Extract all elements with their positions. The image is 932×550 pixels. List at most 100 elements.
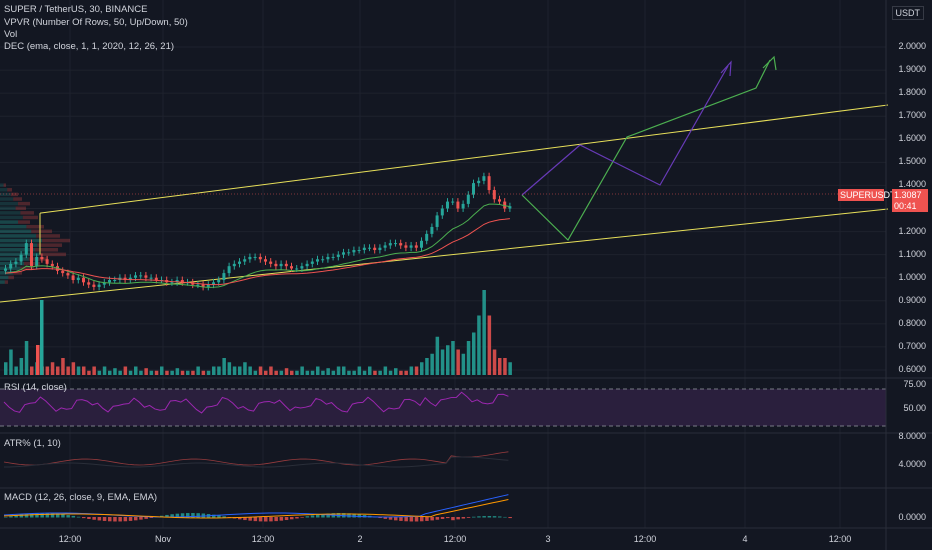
macd-histogram-bar <box>378 517 382 519</box>
candle-body <box>347 252 351 254</box>
macd-histogram-bar <box>97 517 102 521</box>
vpvr-bar-down <box>18 220 30 224</box>
macd-histogram-bar <box>149 517 154 518</box>
atr-tick-4: 4.0000 <box>898 459 926 469</box>
currency-label[interactable]: USDT <box>891 6 924 20</box>
volume-bar <box>102 366 107 375</box>
candle-body <box>50 263 54 267</box>
candle-body <box>456 201 460 209</box>
candle-body <box>82 277 85 283</box>
vpvr-bar-down <box>8 275 14 280</box>
volume-bar <box>50 362 55 375</box>
time-tick: 12:00 <box>251 534 275 544</box>
candle-body <box>102 282 106 285</box>
vpvr-bar-down <box>20 211 34 215</box>
volume-bar <box>383 366 388 375</box>
volume-bar <box>4 362 8 375</box>
volume-bar <box>508 362 512 375</box>
dec-legend[interactable]: DEC (ema, close, 1, 1, 2020, 12, 26, 21) <box>4 41 175 52</box>
macd-histogram-bar <box>300 517 304 518</box>
volume-bar <box>368 366 372 375</box>
volume-bar <box>40 300 44 375</box>
candle-body <box>378 247 382 251</box>
macd-histogram-bar <box>274 517 278 522</box>
volume-bar <box>394 368 398 375</box>
volume-bar <box>331 370 336 375</box>
candle-body <box>274 263 278 267</box>
candle-body <box>30 243 33 267</box>
macd-pane <box>3 494 512 522</box>
vpvr-bar-down <box>13 271 22 275</box>
macd-histogram-bar <box>321 513 325 518</box>
candle-body <box>264 259 267 262</box>
vpvr-bar-up <box>0 211 21 215</box>
volume-legend[interactable]: Vol <box>4 29 18 40</box>
macd-histogram-bar <box>14 515 18 518</box>
volume-bar <box>30 366 34 375</box>
macd-histogram-bar <box>212 514 216 518</box>
candle-body <box>243 259 247 262</box>
candle-body <box>76 277 80 281</box>
candle-body <box>35 256 39 267</box>
volume-bar <box>217 366 221 375</box>
volume-bar <box>290 370 294 375</box>
vpvr-bar-down <box>42 238 70 243</box>
candle-body <box>409 245 413 248</box>
volume-bar <box>186 370 190 375</box>
vpvr-bar-down <box>22 215 38 220</box>
channel-upper-line <box>39 104 889 214</box>
candle-body <box>420 240 423 248</box>
vpvr-bar-up <box>0 224 27 229</box>
candle-body <box>139 275 143 277</box>
volume-bar <box>14 366 18 375</box>
macd-label[interactable]: MACD (12, 26, close, 9, EMA, EMA) <box>4 492 158 503</box>
candle-body <box>336 254 340 257</box>
time-tick: Nov <box>154 534 172 544</box>
symbol-title[interactable]: SUPER / TetherUS, 30, BINANCE <box>4 4 148 15</box>
vpvr-bar-down <box>20 266 34 270</box>
candle-body <box>196 284 200 286</box>
vpvr-bar-up <box>0 220 18 224</box>
projection-purple-path <box>521 65 729 196</box>
candle-body <box>394 243 397 245</box>
projection-drawings[interactable] <box>0 55 886 241</box>
macd-histogram-bar <box>248 517 252 521</box>
candle-body <box>144 275 148 278</box>
vpvr-bar-down <box>10 192 18 197</box>
vpvr-bar-up <box>0 234 36 238</box>
candle-body <box>232 263 236 267</box>
volume-bar <box>201 370 206 375</box>
macd-histogram-bar <box>191 513 195 518</box>
macd-histogram-bar <box>477 516 481 518</box>
channel-lines[interactable] <box>0 104 889 303</box>
candle-body <box>446 201 449 209</box>
vpvr-bar-up <box>0 261 24 266</box>
candle-body <box>466 194 470 204</box>
volume-bar <box>466 341 471 375</box>
atr-label[interactable]: ATR% (1, 10) <box>4 438 61 449</box>
vpvr-legend[interactable]: VPVR (Number Of Rows, 50, Up/Down, 50) <box>4 17 188 28</box>
rsi-line <box>3 391 509 414</box>
vpvr-bar-up <box>0 243 38 247</box>
macd-histogram-bar <box>102 517 107 521</box>
volume-bar <box>253 370 258 375</box>
volume-bar <box>61 358 65 375</box>
macd-histogram-bar <box>383 517 388 519</box>
macd-histogram-bar <box>503 516 507 518</box>
volume-bar <box>36 345 40 375</box>
macd-histogram-bar <box>87 517 91 519</box>
vpvr-bar-down <box>3 183 6 187</box>
price-tick: 1.8000 <box>898 87 926 98</box>
macd-histogram-bar <box>76 516 81 518</box>
macd-histogram-bar <box>316 514 320 518</box>
macd-histogram-bar <box>82 517 86 519</box>
volume-bar <box>446 345 450 375</box>
macd-histogram-bar <box>279 517 284 521</box>
volume-bar <box>149 370 154 375</box>
volume-bar <box>269 366 273 375</box>
rsi-label[interactable]: RSI (14, close) <box>4 382 67 393</box>
volume-profile <box>0 183 70 284</box>
volume-bar <box>399 370 403 375</box>
